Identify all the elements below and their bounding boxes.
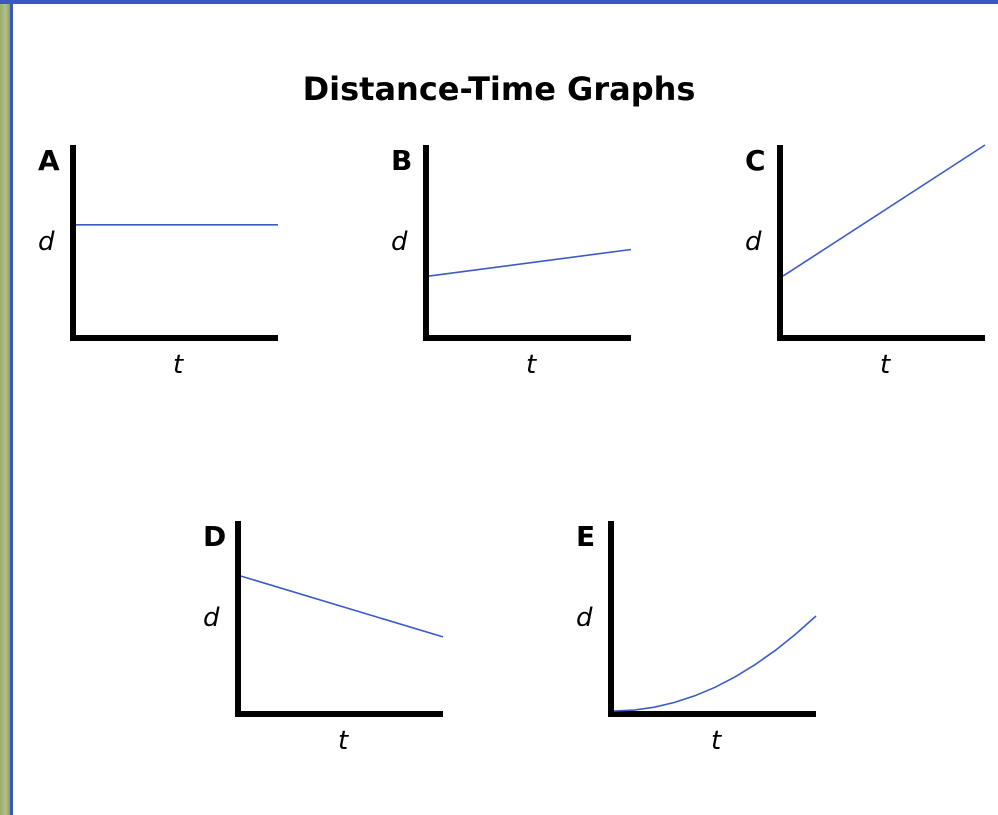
frame-left-border	[0, 0, 10, 815]
graph-label: C	[745, 144, 766, 177]
graph-label: B	[391, 144, 412, 177]
frame-left-accent	[10, 0, 13, 815]
graph-label: D	[203, 520, 226, 553]
y-axis-label: d	[576, 603, 593, 633]
series-line	[613, 615, 817, 712]
frame-top-border	[0, 0, 998, 4]
x-axis-label: t	[338, 726, 349, 756]
y-axis-label: d	[391, 227, 408, 257]
graph-label: A	[38, 144, 60, 177]
graph-label: E	[576, 520, 595, 553]
series-line	[782, 144, 986, 277]
page-title: Distance-Time Graphs	[302, 70, 696, 108]
x-axis-label: t	[880, 350, 891, 380]
series-line	[240, 575, 444, 638]
graph-d: Dd t	[203, 520, 444, 756]
y-axis-label: d	[203, 603, 220, 633]
graph-e: Ed t	[576, 520, 817, 756]
x-axis-label: t	[173, 350, 184, 380]
y-axis-label: d	[38, 227, 55, 257]
x-axis-label: t	[711, 726, 722, 756]
x-axis-label: t	[526, 350, 537, 380]
graph-c: Cd t	[745, 144, 986, 380]
graph-b: Bd t	[391, 144, 632, 380]
y-axis-label: d	[745, 227, 762, 257]
series-line	[428, 248, 632, 277]
graph-a: Ad t	[38, 144, 278, 380]
